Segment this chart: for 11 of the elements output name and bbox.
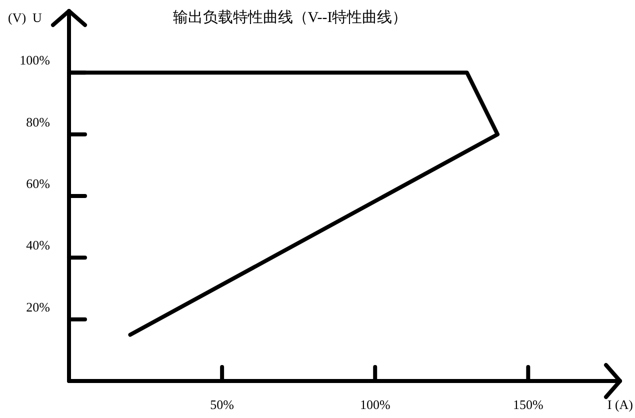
chart-title: 输出负载特性曲线（V--I特性曲线）: [172, 9, 408, 26]
x-tick-label: 100%: [360, 397, 390, 412]
x-axis-title: I (A): [607, 397, 633, 412]
y-tick-label: 80%: [26, 114, 50, 130]
x-tick-label: 50%: [210, 397, 234, 412]
y-axis-title: (V) U: [8, 10, 43, 25]
y-tick-label: 20%: [26, 299, 50, 314]
y-tick-label: 40%: [26, 238, 50, 253]
x-tick-label: 150%: [512, 397, 544, 412]
y-tick-label: 60%: [26, 176, 50, 191]
y-tick-label: 100%: [20, 52, 50, 68]
